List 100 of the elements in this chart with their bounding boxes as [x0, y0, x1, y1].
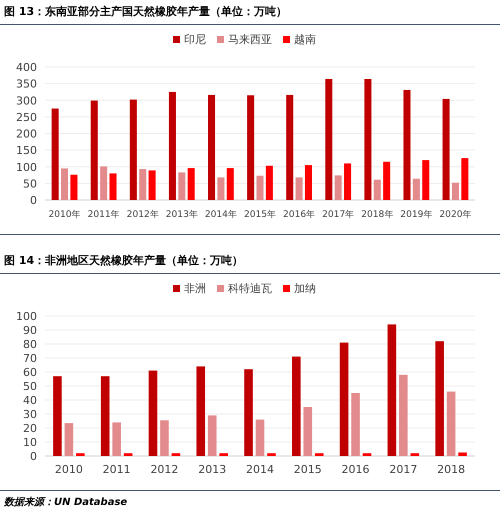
y-tick-label: 100 — [16, 160, 37, 174]
y-tick-label: 400 — [16, 61, 37, 74]
bar — [303, 407, 312, 456]
bar — [340, 342, 348, 456]
y-tick-label: 10 — [23, 436, 37, 449]
y-tick-label: 200 — [16, 128, 37, 140]
x-tick-label: 2014年 — [204, 209, 237, 220]
y-tick-label: 70 — [23, 352, 37, 365]
bar — [296, 177, 303, 200]
y-tick-label: 40 — [23, 394, 37, 407]
bar — [374, 180, 381, 200]
y-tick-label: 60 — [23, 366, 37, 379]
bar — [351, 393, 360, 456]
y-tick-label: 50 — [23, 177, 37, 190]
x-tick-label: 2018 — [437, 463, 466, 476]
bar — [399, 374, 408, 456]
bar — [76, 453, 85, 456]
bar — [247, 95, 254, 200]
bar — [403, 90, 410, 200]
y-tick-label: 300 — [16, 94, 37, 108]
bar — [110, 173, 117, 200]
bar — [148, 170, 156, 200]
source-note: 数据来源：UN Database — [0, 490, 500, 513]
bar — [217, 177, 224, 200]
bar — [446, 392, 456, 456]
bar — [160, 420, 169, 456]
y-tick-label: 0 — [30, 194, 37, 207]
bar — [130, 100, 137, 200]
bar — [226, 168, 234, 200]
bar — [208, 415, 217, 456]
y-tick-label: 350 — [16, 78, 37, 91]
bar — [286, 94, 294, 200]
bar — [124, 453, 132, 456]
bar — [412, 178, 420, 200]
y-tick-label: 50 — [23, 380, 37, 393]
bar — [364, 78, 372, 200]
bar — [188, 168, 195, 200]
x-tick-label: 2013年 — [166, 209, 198, 220]
x-tick-label: 2018年 — [361, 209, 394, 220]
chart-title: 图 14：非洲地区天然橡胶年产量（单位：万吨） — [0, 249, 500, 274]
bar — [90, 100, 98, 200]
x-tick-label: 2017 — [389, 463, 418, 476]
bar — [256, 176, 264, 200]
y-tick-label: 0 — [30, 450, 37, 463]
legend-label: 科特迪瓦 — [228, 282, 272, 295]
legend-label: 马来西亚 — [228, 33, 272, 46]
legend-label: 印尼 — [184, 33, 206, 46]
bar — [100, 376, 110, 456]
bar — [208, 94, 216, 200]
bar — [61, 168, 68, 200]
y-tick-label: 20 — [23, 422, 37, 435]
y-tick-label: 80 — [23, 338, 37, 351]
x-tick-label: 2020年 — [439, 209, 472, 220]
bar — [461, 158, 468, 200]
chart-title: 图 13：东南亚部分主产国天然橡胶年产量（单位：万吨） — [0, 0, 500, 25]
bar — [267, 453, 276, 456]
x-tick-label: 2012年 — [126, 209, 159, 220]
x-tick-label: 2011年 — [88, 209, 120, 220]
legend-label: 加纳 — [294, 282, 316, 295]
bar — [168, 92, 176, 200]
bar — [100, 166, 108, 200]
bar — [139, 169, 146, 200]
x-tick-label: 2011 — [102, 463, 131, 476]
bar — [64, 423, 74, 456]
bar — [383, 162, 390, 200]
bar — [458, 452, 467, 456]
bar — [435, 341, 444, 456]
bar — [292, 356, 301, 456]
bar — [196, 366, 206, 456]
y-tick-label: 150 — [16, 144, 37, 158]
bar — [422, 160, 430, 200]
bar — [304, 165, 312, 200]
legend-label: 非洲 — [184, 282, 206, 295]
bar — [70, 174, 78, 200]
x-tick-label: 2016年 — [283, 209, 316, 220]
bar — [219, 453, 228, 456]
bar — [334, 175, 342, 200]
bar — [452, 182, 459, 200]
bar — [325, 78, 332, 200]
x-tick-label: 2019年 — [400, 209, 432, 220]
bar — [344, 163, 352, 200]
bar — [314, 453, 324, 456]
bar — [266, 166, 273, 200]
y-tick-label: 30 — [23, 408, 37, 421]
bar — [244, 369, 253, 456]
y-tick-label: 100 — [16, 310, 37, 323]
x-tick-label: 2012 — [150, 463, 178, 476]
x-tick-label: 2016 — [342, 463, 370, 476]
x-tick-label: 2010年 — [48, 209, 81, 220]
x-tick-label: 2013 — [198, 463, 226, 476]
bar — [52, 108, 59, 200]
bar — [148, 370, 158, 456]
bar — [388, 324, 396, 456]
bar — [172, 453, 180, 456]
bar — [178, 172, 186, 200]
bar — [362, 453, 372, 456]
x-tick-label: 2015 — [294, 463, 322, 476]
x-tick-label: 2015年 — [244, 209, 276, 220]
bar — [256, 420, 264, 456]
bar — [442, 98, 450, 200]
